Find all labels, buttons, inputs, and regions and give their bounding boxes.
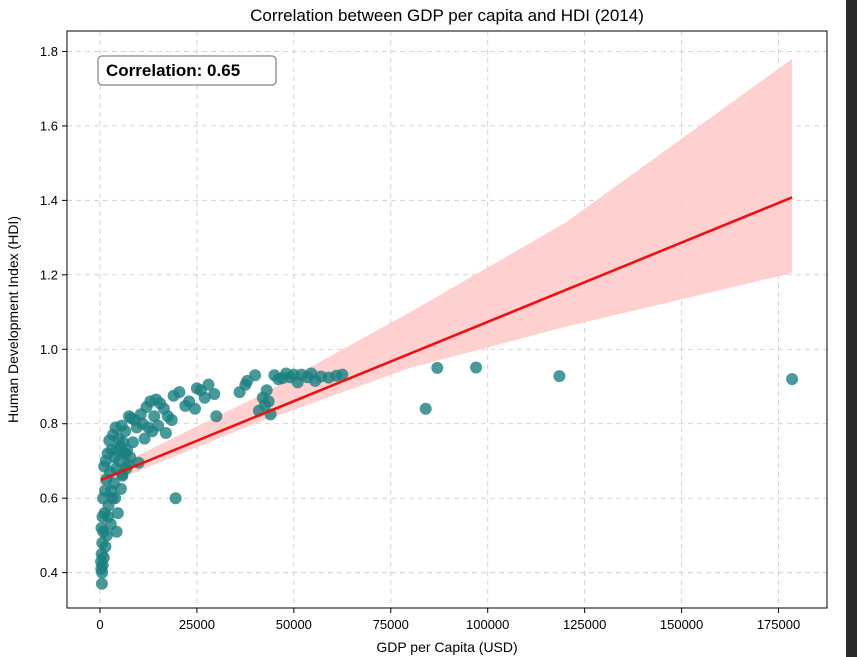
y-tick-label: 1.8 [40,44,58,59]
scatter-point [102,510,115,523]
plot-border [66,30,828,609]
scatter-points [95,361,799,590]
x-tick-label: 175000 [757,617,800,632]
scatter-point [138,432,151,445]
scatter-point [97,492,110,505]
y-tick-label: 0.6 [40,491,58,506]
x-tick-label: 100000 [466,617,509,632]
scatter-point [159,427,172,439]
chart-title: Correlation between GDP per capita and H… [250,6,644,25]
y-tick-label: 1.4 [40,193,58,208]
x-tick-label: 50000 [276,617,312,632]
scatter-point [553,370,566,383]
x-tick-label: 150000 [660,617,703,632]
scatter-point [95,577,108,590]
scatter-point [169,492,182,505]
y-tick-label: 0.4 [40,565,58,580]
y-tick-label: 0.8 [40,416,58,431]
scatter-point [111,507,124,520]
correlation-annotation: Correlation: 0.65 [97,55,277,86]
scatter-point [470,361,483,374]
scatter-point [268,369,281,382]
confidence-band [101,58,793,487]
scatter-point [105,484,118,497]
scatter-point [210,410,223,423]
regression-line-layer [100,196,793,482]
scatter-point [208,388,221,400]
scatter-point [95,522,108,534]
x-tick-label: 0 [96,617,103,632]
x-axis-label: GDP per Capita (USD) [376,639,517,655]
scatter-point [119,447,132,460]
scatter-point [190,382,203,395]
x-tick-label: 25000 [179,617,215,632]
y-tick-label: 1.0 [40,342,58,357]
axis-ticks: 0 25000 50000 75000 100000 125000 150000 175000… [40,44,800,632]
scatter-point [419,402,432,415]
scatter-point [103,434,116,447]
scatter-point [110,525,123,538]
scatter-point [95,555,108,568]
x-tick-label: 125000 [563,617,606,632]
scatter-point [96,536,109,549]
scatter-point [98,460,111,473]
scatter-point [179,399,192,412]
scatter-point [148,410,161,423]
y-tick-label: 1.2 [40,267,58,282]
y-tick-label: 1.6 [40,118,58,133]
scatter-point [786,373,799,386]
scatter-point [431,361,444,374]
scatter-point [239,378,252,391]
regression-line [100,196,793,482]
correlation-text: Correlation: 0.65 [106,61,240,80]
scatter-point [167,389,180,402]
correlation-box [97,55,277,86]
x-tick-label: 75000 [373,617,409,632]
scatter-point [123,410,135,423]
scatter-point [256,391,269,404]
y-axis-label: Human Development Index (HDI) [5,216,21,423]
confidence-band-layer [101,58,793,487]
